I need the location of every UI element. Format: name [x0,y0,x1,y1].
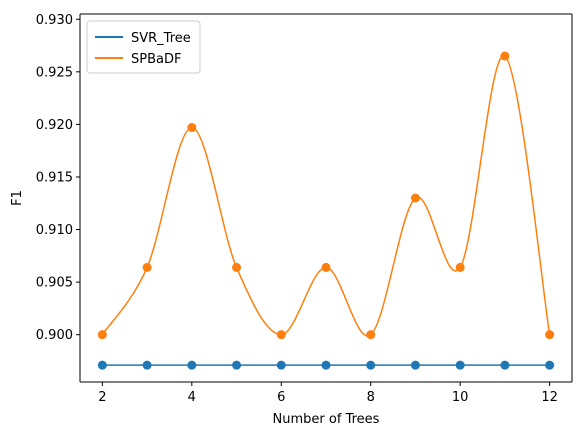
x-axis-label: Number of Trees [273,412,380,427]
y-tick-label-3: 0.915 [36,170,73,185]
data-point-spbadf-x5 [232,262,242,272]
data-point-svr-tree-x4 [187,360,197,370]
data-point-spbadf-x11 [500,51,510,61]
legend-label-spbadf: SPBaDF [131,52,181,67]
plot-area [80,14,572,382]
y-tick-label-6: 0.930 [36,13,73,28]
series-layer [97,51,555,370]
series-line-spbadf [101,55,551,337]
data-point-svr-tree-x6 [276,360,286,370]
plot-background [80,14,572,382]
x-tick-label-12: 12 [541,390,558,405]
data-point-svr-tree-x8 [366,360,376,370]
x-tick-label-8: 8 [367,390,375,405]
y-tick-label-2: 0.910 [36,223,73,238]
data-point-spbadf-x3 [142,262,152,272]
data-point-spbadf-x4 [187,123,197,133]
data-point-svr-tree-x9 [410,360,420,370]
legend-box [86,20,201,74]
x-tick-label-6: 6 [277,390,285,405]
legend-label-svr-tree: SVR_Tree [131,31,191,46]
data-point-svr-tree-x10 [455,360,465,370]
x-tick-label-4: 4 [188,390,196,405]
y-tick-label-1: 0.905 [36,276,73,291]
data-point-svr-tree-x12 [545,360,555,370]
data-point-svr-tree-x3 [142,360,152,370]
y-axis-label: F1 [10,190,25,206]
data-point-svr-tree-x2 [97,360,107,370]
y-tick-label-0: 0.900 [36,328,73,343]
data-point-spbadf-x8 [366,330,376,340]
data-point-spbadf-x2 [97,330,107,340]
data-point-svr-tree-x5 [232,360,242,370]
data-point-svr-tree-x11 [500,360,510,370]
y-tick-label-5: 0.925 [36,65,73,80]
data-point-spbadf-x6 [276,330,286,340]
axes-layer: 2 4 6 8 10 12 0.900 0.905 0.910 0.915 0.920 0.925 0.… [36,13,573,405]
legend: SVR_Tree SPBaDF [86,20,201,74]
data-point-spbadf-x10 [455,262,465,272]
data-point-spbadf-x7 [321,262,331,272]
x-tick-label-10: 10 [452,390,469,405]
data-point-spbadf-x9 [410,193,420,203]
data-point-svr-tree-x7 [321,360,331,370]
data-point-spbadf-x12 [545,330,555,340]
y-tick-label-4: 0.920 [36,118,73,133]
x-tick-label-2: 2 [98,390,106,405]
